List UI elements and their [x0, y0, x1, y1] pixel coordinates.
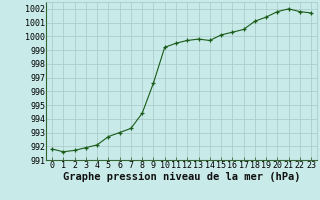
X-axis label: Graphe pression niveau de la mer (hPa): Graphe pression niveau de la mer (hPa) [63, 172, 300, 182]
